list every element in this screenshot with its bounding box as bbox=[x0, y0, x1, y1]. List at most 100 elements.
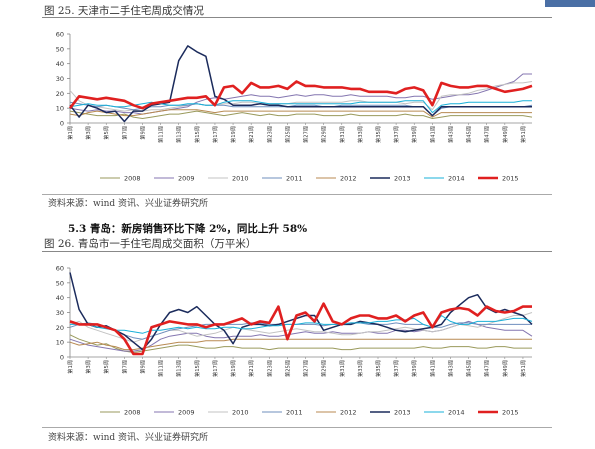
chart1-x-tick-label: 第29周 bbox=[320, 126, 328, 143]
chart1-x-tick-label: 第7周 bbox=[120, 126, 128, 140]
chart2-y-tick-label: 50 bbox=[56, 279, 64, 287]
figure-25-caption: 图 25. 天津市二手住宅周成交情况 bbox=[44, 5, 204, 17]
figure-25-bottom-rule bbox=[42, 194, 552, 195]
chart2-y-tick-label: 30 bbox=[56, 309, 64, 317]
chart2-legend-label-2012: 2012 bbox=[340, 409, 357, 417]
chart1-x-tick-label: 第33周 bbox=[356, 126, 364, 143]
chart1-x-tick-label: 第3周 bbox=[84, 126, 92, 140]
chart1-y-tick-label: 50 bbox=[56, 45, 64, 53]
chart1-y-tick-label: 20 bbox=[56, 90, 64, 98]
chart1-x-tick-label: 第11周 bbox=[157, 126, 165, 143]
chart2-x-tick-label: 第37周 bbox=[392, 360, 400, 377]
chart1-x-tick-label: 第35周 bbox=[374, 126, 382, 143]
chart2-legend-label-2015: 2015 bbox=[502, 409, 519, 417]
chart2-x-tick-label: 第35周 bbox=[374, 360, 382, 377]
chart2-x-tick-label: 第29周 bbox=[320, 360, 328, 377]
chart2-x-tick-label: 第1周 bbox=[66, 360, 74, 374]
figure-26-top-rule bbox=[42, 251, 552, 252]
chart2-series-2012-line bbox=[69, 338, 532, 351]
chart1-series-2012-line bbox=[69, 109, 532, 118]
chart1-series-2014-line bbox=[69, 100, 532, 114]
chart1-x-tick-label: 第25周 bbox=[283, 126, 291, 143]
chart1-series-2010-line bbox=[69, 81, 533, 112]
chart2-legend-label-2009: 2009 bbox=[178, 409, 195, 417]
chart1-legend-label-2008: 2008 bbox=[124, 175, 141, 183]
chart2-x-tick-label: 第21周 bbox=[247, 360, 255, 377]
chart1-x-tick-label: 第47周 bbox=[483, 126, 491, 143]
chart2-y-tick-label: 0 bbox=[60, 354, 64, 362]
chart1-x-tick-label: 第37周 bbox=[392, 126, 400, 143]
chart1-x-tick-label: 第51周 bbox=[519, 126, 527, 143]
figure-26-bottom-rule bbox=[42, 427, 552, 428]
chart2-y-tick-label: 10 bbox=[56, 339, 64, 347]
chart2-y-tick-label: 40 bbox=[56, 294, 64, 302]
chart1-x-tick-label: 第27周 bbox=[302, 126, 310, 143]
chart1-y-tick-label: 60 bbox=[56, 31, 64, 39]
chart2-x-tick-label: 第11周 bbox=[157, 360, 165, 377]
chart2-x-tick-label: 第13周 bbox=[175, 360, 183, 377]
chart2-x-tick-label: 第43周 bbox=[446, 360, 454, 377]
chart1-y-tick-label: 40 bbox=[56, 60, 64, 68]
chart1-x-tick-label: 第45周 bbox=[465, 126, 473, 143]
chart1-y-tick-label: 10 bbox=[56, 105, 64, 113]
figure-25-top-rule bbox=[42, 17, 552, 18]
chart1-x-tick-label: 第23周 bbox=[265, 126, 273, 143]
figure-26-caption: 图 26. 青岛市一手住宅周成交面积（万平米） bbox=[44, 238, 257, 250]
chart2-x-tick-label: 第5周 bbox=[102, 360, 110, 374]
qingdao-new-housing-weekly-area-chart: 0 10 20 30 40 50 60 第1周 第3周 第5周 第7周 第9周 第11周 第13周 第15周… bbox=[56, 265, 533, 417]
tianjin-secondhand-weekly-chart: 0 10 20 30 40 50 60 第1周 第3周 第5周 第7周 第9周 第11周 第13周 第15周… bbox=[56, 31, 533, 183]
chart1-x-tick-label: 第43周 bbox=[446, 126, 454, 143]
chart1-legend-label-2010: 2010 bbox=[232, 175, 249, 183]
chart2-x-tick-label: 第47周 bbox=[483, 360, 491, 377]
chart2-series-2015-line bbox=[69, 302, 532, 356]
chart1-series-2008-line bbox=[69, 110, 533, 119]
chart1-x-tick-label: 第21周 bbox=[247, 126, 255, 143]
chart1-x-tick-label: 第49周 bbox=[501, 126, 509, 143]
chart2-x-tick-label: 第27周 bbox=[302, 360, 310, 377]
chart2-x-tick-label: 第3周 bbox=[84, 360, 92, 374]
chart2-x-tick-label: 第39周 bbox=[410, 360, 418, 377]
chart2-legend-label-2014: 2014 bbox=[448, 409, 465, 417]
section-heading-qingdao: 5.3 青岛：新房销售环比下降 2%，同比上升 58% bbox=[68, 223, 308, 235]
chart2-series-2014-line bbox=[70, 315, 533, 334]
chart2-series-2008-line bbox=[69, 334, 532, 353]
chart1-x-tick-label: 第39周 bbox=[410, 126, 418, 143]
chart1-series-2013-line bbox=[69, 45, 532, 123]
chart2-series-2013-line bbox=[69, 272, 533, 351]
chart1-legend-label-2015: 2015 bbox=[502, 175, 519, 183]
chart1-y-tick-label: 30 bbox=[56, 75, 64, 83]
chart2-x-tick-label: 第25周 bbox=[283, 360, 291, 377]
chart2-x-tick-label: 第45周 bbox=[465, 360, 473, 377]
chart1-x-tick-label: 第5周 bbox=[102, 126, 110, 140]
chart2-x-tick-label: 第41周 bbox=[428, 360, 436, 377]
chart1-x-tick-label: 第15周 bbox=[193, 126, 201, 143]
chart1-x-tick-label: 第19周 bbox=[229, 126, 237, 143]
chart2-legend-label-2011: 2011 bbox=[286, 409, 303, 417]
chart2-x-tick-label: 第17周 bbox=[211, 360, 219, 377]
chart2-x-tick-label: 第7周 bbox=[120, 360, 128, 374]
figure-26-source: 资料来源：wind 资讯、兴业证券研究所 bbox=[48, 433, 209, 443]
chart2-x-tick-label: 第15周 bbox=[193, 360, 201, 377]
chart2-x-tick-label: 第31周 bbox=[338, 360, 346, 377]
chart2-legend-label-2013: 2013 bbox=[394, 409, 411, 417]
chart2-x-tick-label: 第33周 bbox=[356, 360, 364, 377]
chart2-x-tick-label: 第49周 bbox=[501, 360, 509, 377]
chart1-legend-label-2013: 2013 bbox=[394, 175, 411, 183]
chart1-x-tick-label: 第13周 bbox=[175, 126, 183, 143]
chart1-legend-label-2009: 2009 bbox=[178, 175, 195, 183]
header-accent-bar bbox=[545, 0, 595, 7]
chart1-x-tick-label: 第31周 bbox=[338, 126, 346, 143]
figure-25-source: 资料来源：wind 资讯、兴业证券研究所 bbox=[48, 199, 209, 209]
chart1-x-tick-label: 第41周 bbox=[428, 126, 436, 143]
chart1-legend-label-2011: 2011 bbox=[286, 175, 303, 183]
chart2-x-tick-label: 第19周 bbox=[229, 360, 237, 377]
chart2-legend-label-2010: 2010 bbox=[232, 409, 249, 417]
chart2-x-tick-label: 第23周 bbox=[265, 360, 273, 377]
chart1-legend-label-2012: 2012 bbox=[340, 175, 357, 183]
chart2-x-tick-label: 第51周 bbox=[519, 360, 527, 377]
chart2-y-tick-label: 60 bbox=[56, 265, 64, 273]
chart2-legend-label-2008: 2008 bbox=[124, 409, 141, 417]
chart1-x-tick-label: 第17周 bbox=[211, 126, 219, 143]
chart2-x-tick-label: 第9周 bbox=[138, 360, 146, 374]
chart1-x-tick-label: 第1周 bbox=[66, 126, 74, 140]
